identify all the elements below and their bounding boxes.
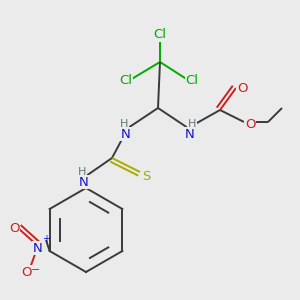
- Text: O: O: [9, 221, 19, 235]
- Text: O: O: [245, 118, 255, 130]
- Text: N: N: [33, 242, 43, 254]
- Text: Cl: Cl: [185, 74, 199, 86]
- Text: O: O: [237, 82, 247, 94]
- Text: +: +: [42, 234, 50, 244]
- Text: H: H: [120, 119, 128, 129]
- Text: N: N: [121, 128, 131, 140]
- Text: N: N: [79, 176, 89, 188]
- Text: Cl: Cl: [154, 28, 166, 41]
- Text: H: H: [188, 119, 196, 129]
- Text: O: O: [21, 266, 31, 278]
- Text: Cl: Cl: [119, 74, 133, 86]
- Text: −: −: [31, 265, 41, 275]
- Text: S: S: [142, 169, 150, 182]
- Text: H: H: [78, 167, 86, 177]
- Text: N: N: [185, 128, 195, 140]
